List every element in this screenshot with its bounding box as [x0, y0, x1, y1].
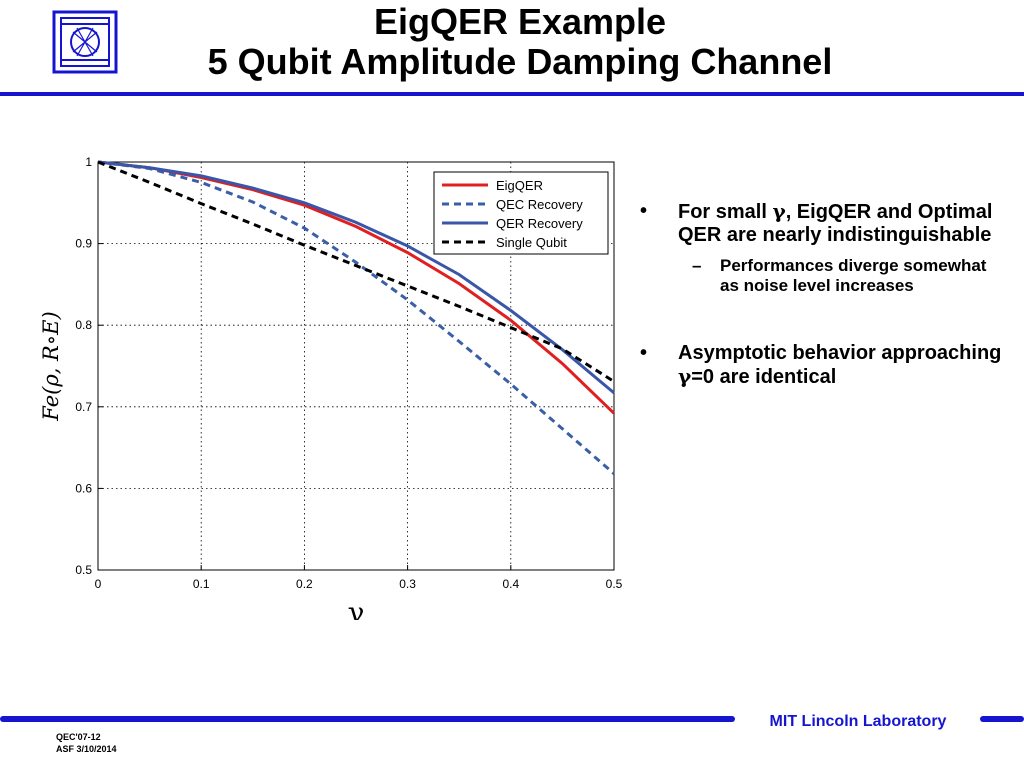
series-line-single-qubit — [97, 160, 615, 383]
y-tick-label: 0.8 — [75, 318, 92, 332]
sub-bullet-1: – Performances diverge somewhat as noise… — [640, 256, 1010, 296]
chart-ticks: 0 0.1 0.2 0.3 0.4 0.5 0.5 0.6 0.7 0.8 0.9 1 — [75, 155, 622, 591]
axes-box — [97, 161, 615, 571]
chart-legend: EigQER QEC Recovery QER Recovery Single Qub… — [433, 171, 609, 255]
header-divider — [0, 92, 1024, 96]
legend-entry: QER Recovery — [496, 216, 583, 231]
legend-entry: Single Qubit — [496, 235, 567, 250]
bullet-2: • Asymptotic behavior approaching γ=0 ar… — [640, 342, 1010, 389]
y-tick-label: 0.9 — [75, 237, 92, 251]
bullet-1-suffix: , EigQER and Optimal QER are nearly indi… — [678, 201, 993, 246]
x-tick-label: 0.1 — [193, 577, 210, 591]
bullet-1: • For small γ, EigQER and Optimal QER ar… — [640, 200, 1010, 247]
series-line-qec-recovery — [97, 160, 615, 475]
y-tick-label: 1 — [85, 155, 92, 169]
footer-author-date: ASF 3/10/2014 — [56, 744, 117, 754]
page-title: EigQER Example 5 Qubit Amplitude Damping… — [120, 2, 920, 82]
title-line-2: 5 Qubit Amplitude Damping Channel — [207, 41, 833, 82]
sub-bullet-1-text: Performances diverge somewhat as noise l… — [720, 256, 987, 295]
bullet-2-suffix: =0 are identical — [691, 366, 837, 388]
footer-code: QEC'07-12 — [56, 732, 101, 742]
fidelity-chart: 0 0.1 0.2 0.3 0.4 0.5 0.5 0.6 0.7 0.8 0.9 1 EigQER Q… — [39, 155, 623, 620]
x-tick-label: 0.5 — [606, 577, 623, 591]
y-tick-label: 0.7 — [75, 400, 92, 414]
series-line-qer-recovery — [97, 160, 615, 395]
bullet-1-prefix: For small — [678, 201, 773, 223]
gamma-symbol: γ — [678, 364, 692, 388]
footer-divider-left — [0, 716, 735, 722]
y-tick-label: 0.5 — [75, 563, 92, 577]
gamma-symbol: γ — [772, 199, 786, 223]
bullet-dot: • — [640, 342, 648, 364]
mit-ll-logo-icon — [52, 10, 118, 74]
x-axis-label: γ — [348, 596, 365, 620]
x-tick-label: 0.3 — [399, 577, 416, 591]
sub-bullet-dash: – — [692, 256, 702, 275]
chart-grid — [98, 162, 614, 570]
x-tick-label: 0.4 — [502, 577, 519, 591]
bullet-dot: • — [640, 200, 648, 222]
bullet-2-prefix: Asymptotic behavior approaching — [678, 342, 1002, 364]
legend-entry: QEC Recovery — [496, 197, 583, 212]
x-tick-label: 0 — [95, 577, 102, 591]
footer-divider-right — [980, 716, 1024, 722]
x-tick-label: 0.2 — [296, 577, 313, 591]
legend-entry: EigQER — [496, 178, 543, 193]
bullet-list: • For small γ, EigQER and Optimal QER ar… — [640, 200, 1010, 389]
title-line-1: EigQER Example — [373, 1, 667, 42]
y-axis-label: Fe(ρ, R∘E) — [39, 311, 63, 421]
chart-series — [97, 160, 616, 475]
lab-name: MIT Lincoln Laboratory — [769, 713, 947, 730]
y-tick-label: 0.6 — [75, 481, 92, 495]
